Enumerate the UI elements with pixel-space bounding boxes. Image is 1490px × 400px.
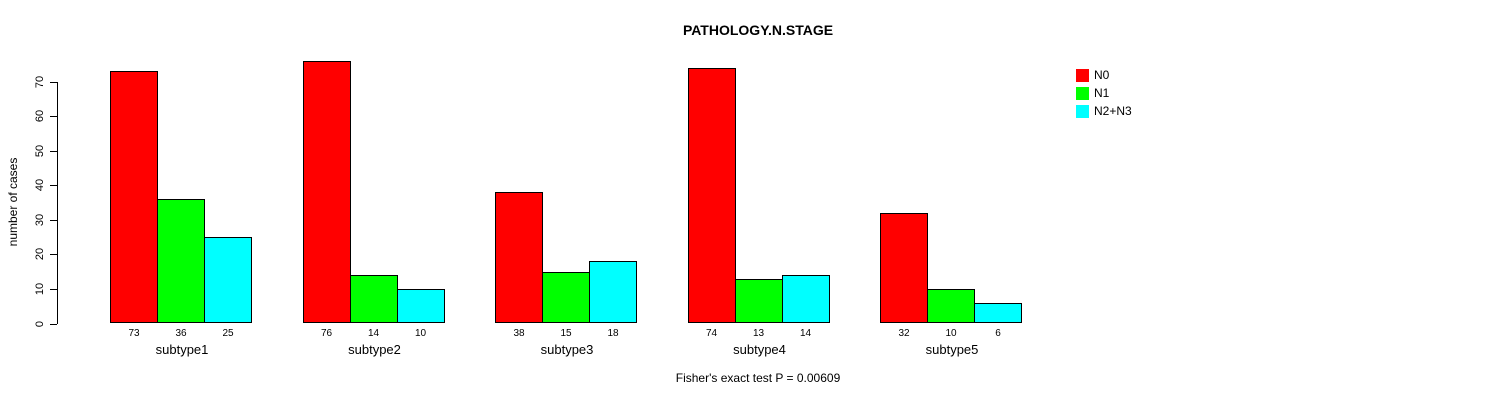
bar-N0-subtype3 [495, 192, 543, 324]
bar-value-label: 36 [175, 328, 187, 339]
y-axis-tick [50, 323, 57, 325]
bar-value-label: 38 [513, 328, 525, 339]
bar-N0-subtype4 [687, 67, 736, 324]
bar-value-label: 15 [560, 328, 572, 339]
bar-value-label: 73 [128, 328, 140, 339]
category-label-subtype2: subtype2 [348, 342, 401, 357]
y-axis-tick [50, 185, 57, 187]
bar-value-label: 32 [898, 328, 910, 339]
bar-value-label: 76 [320, 328, 333, 339]
bar-value-label: 13 [752, 328, 765, 339]
legend-item: N1 [1076, 84, 1132, 102]
legend-color-swatch-N1 [1076, 86, 1089, 100]
chart-title: PATHOLOGY.N.STAGE [682, 22, 834, 38]
legend-color-swatch-N2+N3 [1076, 104, 1089, 118]
bar-N1-subtype5 [927, 288, 975, 324]
bar-N0-subtype2 [302, 60, 351, 324]
category-label-subtype4: subtype4 [733, 342, 786, 357]
y-axis-tick-label: 60 [34, 109, 46, 123]
legend-label: N0 [1094, 68, 1110, 82]
category-label-subtype3: subtype3 [540, 342, 594, 357]
annotation-text: Fisher's exact test P = 0.00609 [675, 371, 841, 385]
bar-N2+N3-subtype4 [781, 275, 830, 324]
y-axis-tick [50, 150, 57, 152]
bar-N2+N3-subtype1 [204, 237, 252, 324]
bar-N2+N3-subtype3 [589, 261, 637, 324]
bar-N1-subtype2 [349, 275, 398, 324]
bar-N0-subtype1 [110, 71, 158, 324]
y-axis-label: number of cases [6, 157, 20, 247]
y-axis-tick [50, 288, 57, 290]
bar-value-label: 6 [995, 328, 1001, 339]
y-axis-tick [50, 116, 57, 118]
bar-value-label: 10 [945, 328, 957, 339]
y-axis-line [57, 81, 58, 325]
bar-value-label: 14 [799, 328, 812, 339]
bar-N0-subtype5 [880, 212, 928, 324]
y-axis-tick [50, 81, 57, 83]
bar-N1-subtype4 [734, 278, 783, 324]
legend-label: N1 [1094, 86, 1110, 100]
bar-value-label: 25 [222, 328, 234, 339]
bar-N2+N3-subtype5 [974, 302, 1022, 324]
category-label-subtype5: subtype5 [925, 342, 979, 357]
legend-label: N2+N3 [1094, 104, 1132, 118]
bar-value-label: 18 [607, 328, 619, 339]
legend-item: N2+N3 [1076, 102, 1132, 120]
bar-value-label: 14 [367, 328, 380, 339]
y-axis-tick-label: 70 [34, 75, 46, 88]
legend: N0 N1 N2+N3 [1076, 66, 1132, 120]
y-axis-tick-label: 40 [34, 179, 46, 192]
y-axis-tick-label: 30 [34, 213, 46, 226]
y-axis-tick-label: 20 [34, 248, 46, 261]
y-axis-tick-label: 10 [34, 282, 46, 296]
bar-N1-subtype1 [157, 199, 205, 324]
y-axis-tick [50, 219, 57, 221]
category-label-subtype1: subtype1 [155, 342, 209, 357]
bar-value-label: 74 [705, 328, 718, 339]
bar-value-label: 10 [414, 328, 427, 339]
y-axis-tick [50, 254, 57, 256]
y-axis-tick-label: 0 [34, 320, 46, 327]
legend-item: N0 [1076, 66, 1132, 84]
y-axis-tick-label: 50 [34, 144, 46, 157]
bar-N2+N3-subtype2 [396, 288, 445, 324]
bar-N1-subtype3 [542, 271, 590, 324]
legend-color-swatch-N0 [1076, 68, 1089, 82]
